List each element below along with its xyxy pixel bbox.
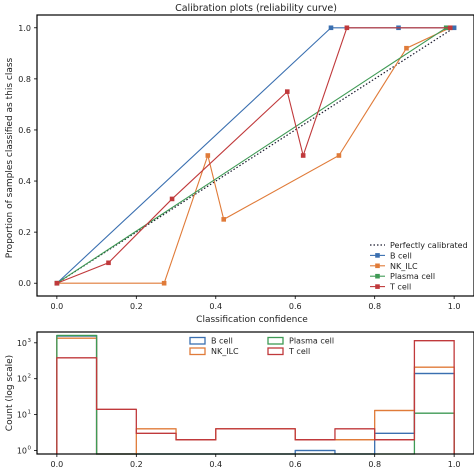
histogram-y-axis-label: Count (log scale) <box>5 355 15 431</box>
y-tick-exponent: 3 <box>28 338 32 344</box>
calibration-axes-frame <box>36 14 474 297</box>
legend-label: T cell <box>389 283 411 292</box>
series-t-cell <box>54 25 453 286</box>
x-tick-label: 1.0 <box>448 302 461 311</box>
x-tick-label: 0.6 <box>289 460 302 469</box>
data-point-t-cell <box>106 260 111 266</box>
legend-item-t-cell: T cell <box>267 347 310 356</box>
data-point-nk-ilc <box>336 153 342 158</box>
legend-label: NK_ILC <box>390 262 418 271</box>
calibration-y-ticks: 0.0 0.2 0.4 0.6 0.8 1.0 <box>18 24 37 288</box>
histogram-series-plasma-cell <box>56 334 455 455</box>
y-tick-label: 0.2 <box>18 228 31 237</box>
data-point-nk-ilc <box>205 153 211 158</box>
histogram-axes-frame <box>36 331 474 455</box>
legend-item-plasma-cell: Plasma cell <box>267 336 334 346</box>
x-tick-label: 0.0 <box>50 302 63 311</box>
data-point-b-cell <box>328 25 334 31</box>
data-point-b-cell <box>451 25 457 31</box>
calibration-title: Calibration plots (reliability curve) <box>175 3 337 14</box>
histogram-series-b-cell <box>56 335 455 455</box>
y-tick-label: 10 <box>17 411 27 420</box>
x-tick-label: 0.8 <box>368 302 381 311</box>
histogram-step-plasma-cell <box>56 334 455 455</box>
legend-swatch <box>189 336 206 345</box>
legend-swatch <box>189 347 206 356</box>
calibration-x-ticks: 0.0 0.2 0.4 0.6 0.8 1.0 <box>50 296 461 311</box>
y-tick-label: 0.4 <box>18 177 31 186</box>
histogram-series-t-cell <box>56 339 455 454</box>
legend-label: Perfectly calibrated <box>390 241 468 250</box>
y-tick-label: 1.0 <box>18 24 31 33</box>
legend-item-nk-ilc: NK_ILC <box>370 262 418 271</box>
data-point-t-cell <box>284 89 290 94</box>
legend-label: NK_ILC <box>211 347 239 356</box>
y-tick-label: 0.6 <box>18 126 31 135</box>
x-tick-label: 0.6 <box>289 302 302 311</box>
legend-marker <box>375 263 380 269</box>
y-tick-exponent: 1 <box>28 410 32 416</box>
y-tick-label: 0.8 <box>18 75 31 84</box>
data-point-t-cell <box>300 153 306 158</box>
legend-item-plasma-cell: Plasma cell <box>370 272 435 281</box>
x-tick-label: 0.2 <box>130 460 143 469</box>
x-tick-label: 0.4 <box>209 460 222 469</box>
x-tick-label: 0.0 <box>50 460 63 469</box>
histogram-step-nk-ilc <box>56 337 455 455</box>
legend-swatch <box>267 336 284 345</box>
y-tick-exponent: 0 <box>28 446 32 452</box>
histogram-series-nk-ilc <box>56 337 455 455</box>
legend-marker <box>375 253 380 258</box>
x-tick-label: 1.0 <box>448 460 461 469</box>
data-point-t-cell <box>447 25 453 31</box>
data-point-t-cell <box>169 196 175 202</box>
legend-label: B cell <box>390 251 412 260</box>
y-tick-label: 10 <box>17 375 27 384</box>
data-point-nk-ilc <box>404 45 409 51</box>
data-point-t-cell <box>344 25 350 31</box>
y-tick-label: 0.0 <box>18 279 31 288</box>
legend-marker <box>375 273 380 279</box>
legend-item-t-cell: T cell <box>370 283 411 292</box>
legend-label: Plasma cell <box>289 337 334 346</box>
calibration-y-axis-label: Proportion of samples classified as this… <box>5 57 15 258</box>
calibration-plot: Calibration plots (reliability curve) 0.… <box>5 3 474 325</box>
data-point-nk-ilc <box>161 280 167 286</box>
legend-marker <box>375 284 380 289</box>
data-point-t-cell <box>54 280 60 286</box>
y-tick-exponent: 2 <box>28 374 32 380</box>
calibration-plot-area <box>54 25 457 286</box>
series-line-plasma-cell <box>56 27 447 284</box>
histogram-x-ticks: 0.0 0.2 0.4 0.6 0.8 1.0 <box>50 454 461 469</box>
legend-label: Plasma cell <box>390 272 435 281</box>
x-tick-label: 0.8 <box>368 460 381 469</box>
histogram-plot-area <box>56 334 455 455</box>
histogram-step-b-cell <box>56 335 455 455</box>
x-tick-label: 0.4 <box>209 302 222 311</box>
legend-swatch <box>267 347 284 356</box>
legend-label: B cell <box>211 337 233 346</box>
histogram-step-t-cell <box>56 339 455 454</box>
legend-item-perfectly-calibrated: Perfectly calibrated <box>370 241 468 250</box>
data-point-nk-ilc <box>221 217 227 222</box>
legend-item-nk-ilc: NK_ILC <box>189 347 239 356</box>
legend-item-b-cell: B cell <box>370 251 412 260</box>
y-tick-label: 10 <box>17 339 27 348</box>
x-tick-label: 0.2 <box>130 302 143 311</box>
calibration-x-axis-label: Classification confidence <box>196 315 308 325</box>
y-tick-label: 10 <box>17 447 27 456</box>
legend-item-b-cell: B cell <box>189 336 233 346</box>
legend-label: T cell <box>288 347 310 356</box>
